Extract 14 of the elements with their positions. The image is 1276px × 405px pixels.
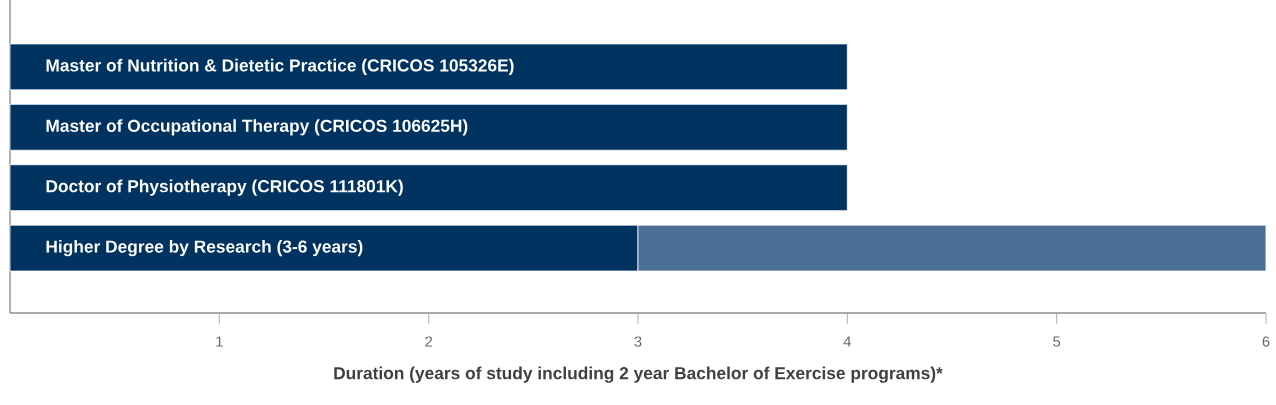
x-tick-label: 1 (216, 336, 223, 347)
x-tick-label: 4 (843, 336, 851, 347)
y-tick-label: Doctor of Physiotherapy (CRICOS 111801K) (46, 179, 403, 196)
x-tick-label: 6 (1262, 336, 1270, 347)
x-tick-label: 5 (1053, 336, 1061, 347)
bar (9, 164, 848, 212)
bar (9, 43, 848, 91)
x-tick-label: 3 (634, 336, 642, 347)
bar (9, 103, 848, 151)
x-tick-label: 2 (425, 336, 433, 347)
y-tick-label: Master of Nutrition & Dietetic Practice (CRICOS 105326E) (46, 58, 514, 75)
y-tick-label: Higher Degree by Research (3-6 years) (46, 239, 363, 257)
x-axis-title: Duration (years of study including 2 year Bachelor of Exercise programs)* (334, 366, 943, 383)
y-tick-label: Master of Occupational Therapy (CRICOS 106625H) (46, 119, 468, 136)
